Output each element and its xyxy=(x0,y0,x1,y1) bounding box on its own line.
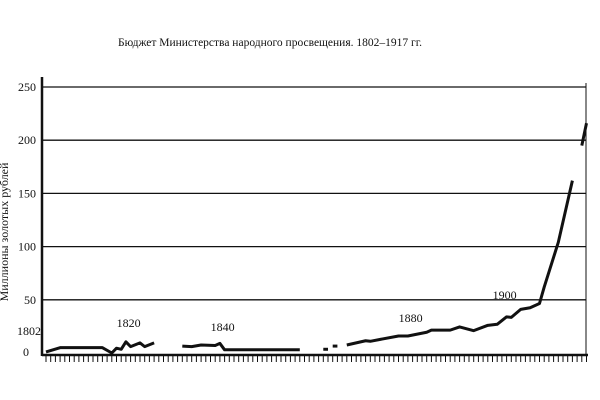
y-tick-label-250: 250 xyxy=(18,80,36,94)
y-axis-label: Миллионы золотых рублей xyxy=(0,162,11,301)
year-annotation-1900: 1900 xyxy=(493,288,517,302)
year-annotation-1802: 1802 xyxy=(17,324,41,338)
y-tick-label-100: 100 xyxy=(18,240,36,254)
y-tick-label-0: 0 xyxy=(23,345,29,359)
data-line-segment-2 xyxy=(182,341,300,352)
data-line-segment-5 xyxy=(346,180,574,347)
y-tick-label-150: 150 xyxy=(18,186,36,200)
chart-title: Бюджет Министерства народного просвещени… xyxy=(117,37,422,49)
year-annotation-1880: 1880 xyxy=(399,311,423,325)
data-line-segment-6 xyxy=(580,122,588,146)
year-annotation-1840: 1840 xyxy=(211,320,235,334)
y-tick-label-50: 50 xyxy=(24,293,36,307)
year-annotation-1820: 1820 xyxy=(117,316,141,330)
y-tick-label-200: 200 xyxy=(18,133,36,147)
data-line-segment-1 xyxy=(45,340,155,355)
